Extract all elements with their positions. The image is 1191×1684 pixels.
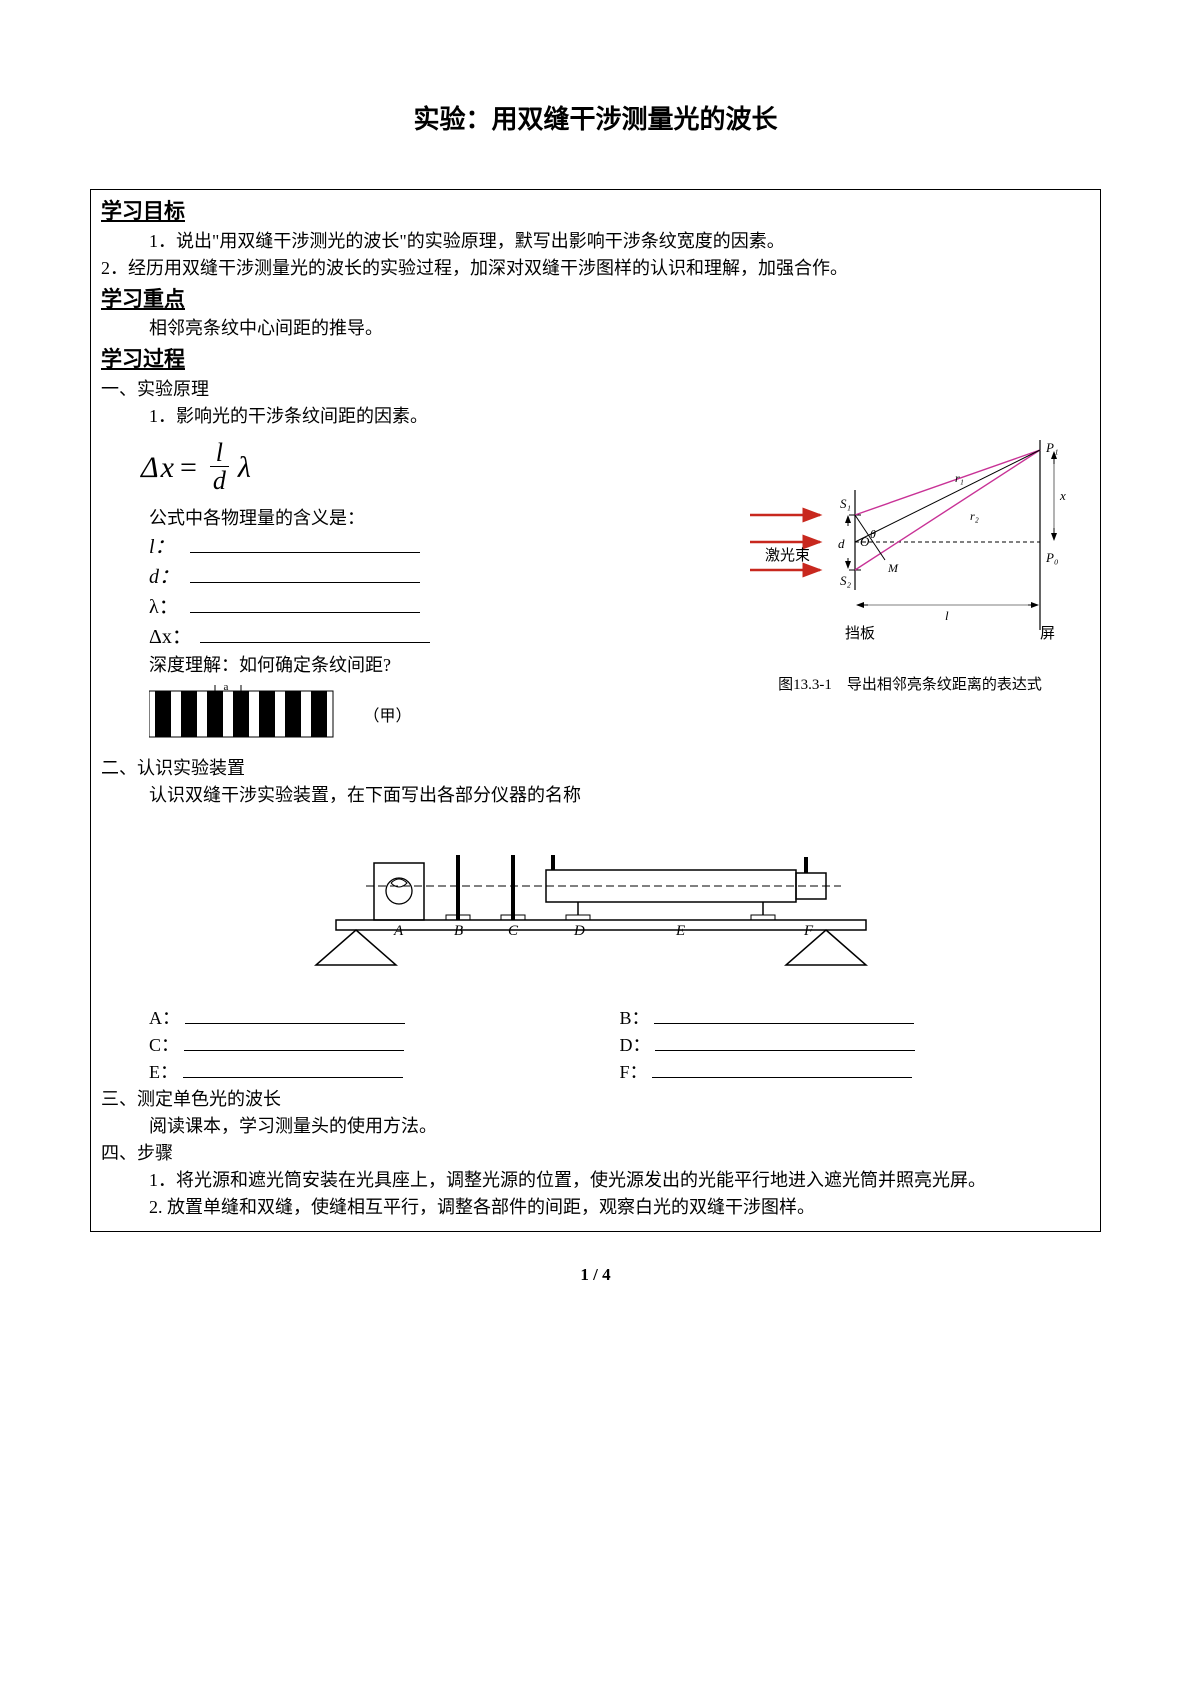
s1-1: 1．影响光的干涉条纹间距的因素。 (101, 403, 1090, 430)
svg-text:a: a (224, 685, 229, 693)
step1: 1．将光源和遮光筒安装在光具座上，调整光源的位置，使光源发出的光能平行地进入遮光… (101, 1167, 1090, 1194)
blank-lambda[interactable] (190, 595, 420, 613)
lab-d: D： (620, 1035, 651, 1055)
fringes-svg: a (149, 685, 359, 741)
s2-body: 认识双缝干涉实验装置，在下面写出各部分仪器的名称 (101, 782, 1090, 809)
figure-caption: 图13.3-1 导出相邻亮条纹距离的表达式 (730, 674, 1090, 697)
row-ab: A： B： (101, 1005, 1090, 1032)
svg-text:F: F (803, 923, 814, 939)
page-number: 1 / 4 (90, 1262, 1101, 1288)
svg-text:M: M (887, 561, 899, 575)
svg-text:A: A (393, 923, 404, 939)
s4-head: 四、步骤 (101, 1140, 1090, 1167)
bench-diagram: A B C D E F (101, 815, 1090, 983)
svg-text:P₁: P₁ (1045, 440, 1058, 455)
svg-text:r₁: r₁ (955, 471, 964, 485)
svg-text:S₂: S₂ (840, 573, 852, 588)
formula: Δx= ld λ (101, 430, 730, 506)
lab-c: C： (149, 1035, 179, 1055)
screen-label: 屏 (1040, 626, 1055, 642)
geometry-diagram-container: 激光束 S₁ S₂ d O θ P₀ (730, 430, 1090, 697)
blank-e[interactable] (183, 1060, 403, 1078)
row-cd: C： D： (101, 1032, 1090, 1059)
s3-body: 阅读课本，学习测量头的使用方法。 (101, 1113, 1090, 1140)
lab-e: E： (149, 1062, 178, 1082)
var-lambda-label: λ： (149, 592, 185, 622)
laser-label: 激光束 (765, 547, 810, 564)
svg-text:x: x (1059, 488, 1066, 503)
bench-svg: A B C D E F (296, 815, 896, 975)
svg-text:r₂: r₂ (970, 509, 979, 523)
step2: 2. 放置单缝和双缝，使缝相互平行，调整各部件的间距，观察白光的双缝干涉图样。 (101, 1194, 1090, 1221)
lab-a: A： (149, 1008, 180, 1028)
deep-understand: 深度理解：如何确定条纹间距? (101, 652, 730, 679)
svg-text:P₀: P₀ (1045, 550, 1058, 565)
var-dx-row: Δx： (101, 622, 730, 652)
blank-c[interactable] (184, 1033, 404, 1051)
focus-heading: 学习重点 (101, 284, 1090, 316)
blank-l[interactable] (190, 535, 420, 553)
lab-b: B： (620, 1008, 650, 1028)
blank-f[interactable] (652, 1060, 912, 1078)
process-heading: 学习过程 (101, 344, 1090, 376)
row-ef: E： F： (101, 1059, 1090, 1086)
geometry-svg: 激光束 S₁ S₂ d O θ P₀ (740, 430, 1080, 660)
fringes-label: （甲） (364, 708, 412, 725)
board-label: 挡板 (845, 624, 875, 642)
goal-2: 2．经历用双缝干涉测量光的波长的实验过程，加深对双缝干涉图样的认识和理解，加强合… (101, 255, 1090, 282)
svg-text:B: B (454, 923, 463, 939)
fringes-diagram: a （甲） (101, 685, 730, 749)
var-lambda-row: λ： (101, 592, 730, 622)
svg-text:S₁: S₁ (840, 496, 851, 511)
page-title: 实验：用双缝干涉测量光的波长 (90, 100, 1101, 139)
blank-b[interactable] (654, 1006, 914, 1024)
var-d-row: d： (101, 562, 730, 592)
svg-text:E: E (675, 923, 685, 939)
blank-dx[interactable] (200, 625, 430, 643)
content-frame: 学习目标 1．说出"用双缝干涉测光的波长"的实验原理，默写出影响干涉条纹宽度的因… (90, 189, 1101, 1232)
focus-body: 相邻亮条纹中心间距的推导。 (101, 315, 1090, 342)
goals-heading: 学习目标 (101, 196, 1090, 228)
svg-text:l: l (945, 608, 949, 623)
blank-d[interactable] (190, 565, 420, 583)
var-l-row: l： (101, 532, 730, 562)
lab-f: F： (620, 1062, 648, 1082)
blank-d2[interactable] (655, 1033, 915, 1051)
var-dx-label: Δx： (149, 622, 195, 652)
svg-text:d: d (838, 536, 845, 551)
goal-1: 1．说出"用双缝干涉测光的波长"的实验原理，默写出影响干涉条纹宽度的因素。 (101, 228, 1090, 255)
s2-head: 二、认识实验装置 (101, 755, 1090, 782)
var-d-label: d： (149, 562, 185, 592)
blank-a[interactable] (185, 1006, 405, 1024)
s1-head: 一、实验原理 (101, 376, 1090, 403)
formula-meaning: 公式中各物理量的含义是： (101, 505, 730, 532)
s3-head: 三、测定单色光的波长 (101, 1086, 1090, 1113)
svg-text:C: C (508, 923, 519, 939)
svg-text:D: D (573, 923, 585, 939)
var-l-label: l： (149, 532, 185, 562)
